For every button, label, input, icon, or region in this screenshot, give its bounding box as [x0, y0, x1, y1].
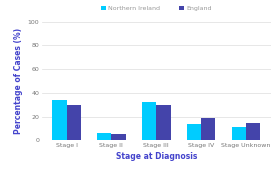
Bar — [232, 127, 246, 140]
Bar — [67, 105, 81, 140]
Y-axis label: Percentage of Cases (%): Percentage of Cases (%) — [14, 28, 23, 134]
Bar — [246, 123, 260, 140]
Bar — [187, 124, 201, 140]
Bar — [97, 133, 111, 140]
Bar — [111, 134, 126, 140]
Bar — [52, 100, 67, 140]
Bar — [156, 105, 170, 140]
Legend: Northern Ireland, England: Northern Ireland, England — [98, 3, 214, 14]
X-axis label: Stage at Diagnosis: Stage at Diagnosis — [116, 152, 197, 161]
Bar — [201, 118, 215, 140]
Bar — [142, 102, 156, 140]
